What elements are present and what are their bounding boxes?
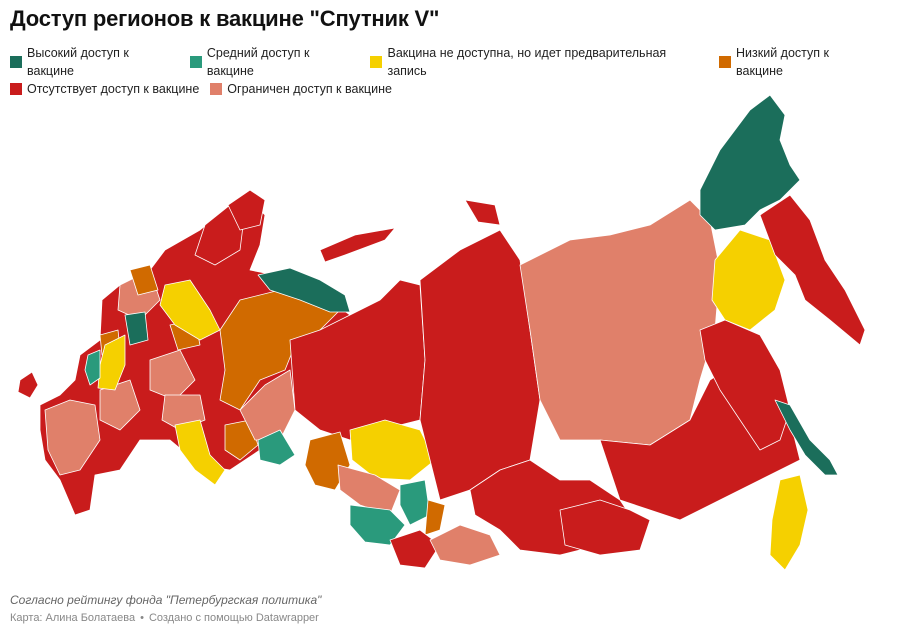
region-murmansk[interactable] [227, 189, 266, 231]
region-taimyr-islands[interactable] [464, 199, 501, 226]
russia-regions-map [17, 94, 866, 571]
region-kuzbass-medium[interactable] [399, 479, 431, 526]
region-yakutia-limited[interactable] [519, 199, 721, 446]
region-baikal-limited[interactable] [429, 524, 501, 566]
region-west-preorder-3[interactable] [174, 419, 226, 486]
region-kaliningrad[interactable] [17, 371, 39, 399]
region-novosibirsk-preorder[interactable] [349, 419, 436, 481]
region-magadan-preorder[interactable] [711, 229, 786, 331]
chart-credit: Карта: Алина Болатаева • Создано с помощью… [10, 612, 319, 624]
region-zabaykalsky[interactable] [559, 499, 651, 556]
legend-item-limited: Ограничен доступ к вакцине [210, 80, 392, 98]
region-south-siberia-absent[interactable] [389, 529, 441, 569]
region-primorye-preorder[interactable] [769, 474, 809, 571]
legend-swatch-low [719, 56, 732, 68]
legend-item-low: Низкий доступ к вакцине [719, 44, 879, 80]
credit-tool-link[interactable]: Создано с помощью Datawrapper [148, 612, 319, 624]
legend-swatch-preorder [370, 56, 383, 68]
legend-item-medium: Средний доступ к вакцине [189, 44, 360, 80]
credit-author: Карта: Алина Болатаева [10, 612, 136, 624]
region-altai-medium[interactable] [349, 504, 406, 546]
legend-swatch-high [10, 56, 22, 68]
region-khabarovsk[interactable] [699, 319, 791, 451]
region-kamchatka-absent[interactable] [759, 194, 866, 346]
chart-title: Доступ регионов к вакцине "Спутник V" [10, 6, 440, 31]
legend-label-low: Низкий доступ к вакцине [736, 46, 829, 78]
region-center-limited-2[interactable] [149, 349, 196, 401]
region-chukotka-high[interactable] [699, 94, 801, 231]
region-west-high-1[interactable] [124, 311, 149, 346]
region-west-medium-1[interactable] [84, 349, 101, 386]
legend-swatch-medium [189, 56, 202, 68]
legend-label-preorder: Вакцина не доступна, но идет предварител… [387, 46, 667, 78]
legend-swatch-limited [210, 83, 223, 95]
legend-item-high: Высокий доступ к вакцине [10, 44, 179, 80]
region-novaya-zemlya[interactable] [319, 227, 396, 263]
region-tyva-low[interactable] [424, 499, 446, 536]
legend: Высокий доступ к вакцине Средний доступ … [10, 44, 890, 98]
legend-row-2: Отсутствует доступ к вакцине Ограничен д… [10, 80, 890, 98]
chart-note: Согласно рейтингу фонда "Петербургская п… [10, 593, 322, 607]
legend-label-medium: Средний доступ к вакцине [206, 46, 310, 78]
legend-item-preorder: Вакцина не доступна, но идет предварител… [370, 44, 708, 80]
credit-separator: • [140, 612, 144, 624]
region-center-limited-1[interactable] [99, 379, 141, 431]
region-west-medium-2[interactable] [257, 429, 296, 466]
legend-label-limited: Ограничен доступ к вакцине [227, 82, 392, 96]
legend-swatch-none [10, 83, 22, 95]
region-sakhalin-high[interactable] [774, 399, 839, 476]
legend-label-high: Высокий доступ к вакцине [27, 46, 129, 78]
region-yamal-high[interactable] [257, 267, 351, 313]
region-southwest-limited[interactable] [44, 399, 101, 476]
legend-label-none: Отсутствует доступ к вакцине [27, 82, 200, 96]
region-west-low-1[interactable] [129, 264, 159, 296]
legend-item-none: Отсутствует доступ к вакцине [10, 80, 199, 98]
legend-row-1: Высокий доступ к вакцине Средний доступ … [10, 44, 890, 80]
region-west-preorder-1[interactable] [159, 279, 221, 341]
